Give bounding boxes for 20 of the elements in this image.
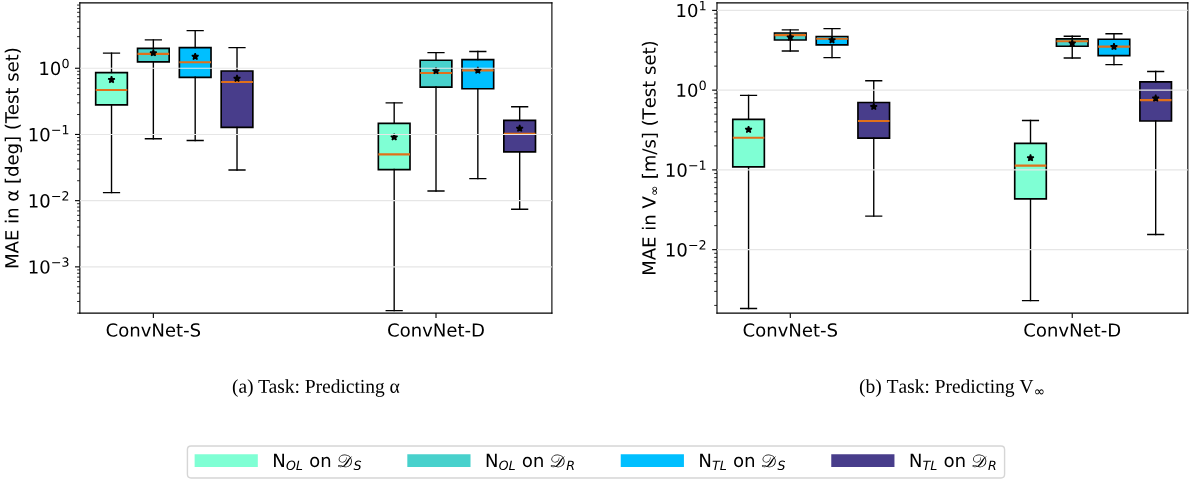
y-tick-label: 10$^{−1}$ (666, 160, 706, 177)
y-tick-label: 10$^{0}$ (677, 80, 706, 98)
y-tick-label: 10$^{−2}$ (29, 191, 69, 208)
legend-label: N$_{TL}$ on 𝒟$_{R}$ (910, 453, 996, 470)
y-axis-title: MAE in V$_{∞}$ [m/s] (Test set) (641, 41, 658, 275)
y-tick-label: 10$^{0}$ (40, 58, 69, 76)
x-tick-label: ConvNet-S (743, 323, 838, 337)
x-tick-label: ConvNet-S (106, 323, 201, 337)
legend-label: N$_{OL}$ on 𝒟$_{R}$ (486, 453, 574, 471)
x-tick-label: ConvNet-D (1024, 323, 1121, 337)
y-axis-title: MAE in α [deg] (Test set) (4, 48, 23, 268)
x-axis-title: (b) Task: Predicting V$_{∞}$ (859, 379, 1044, 397)
y-tick-label: 10$^{−1}$ (29, 125, 69, 142)
y-tick-label: 10$^{1}$ (677, 0, 706, 18)
x-axis-title: (a) Task: Predicting α (232, 379, 400, 397)
y-tick-label: 10$^{−3}$ (29, 257, 69, 274)
legend-label: N$_{OL}$ on 𝒟$_{S}$ (274, 453, 362, 471)
x-tick-label: ConvNet-D (388, 323, 484, 337)
y-tick-label: 10$^{−2}$ (666, 240, 706, 257)
legend-label: N$_{TL}$ on 𝒟$_{S}$ (700, 453, 786, 471)
